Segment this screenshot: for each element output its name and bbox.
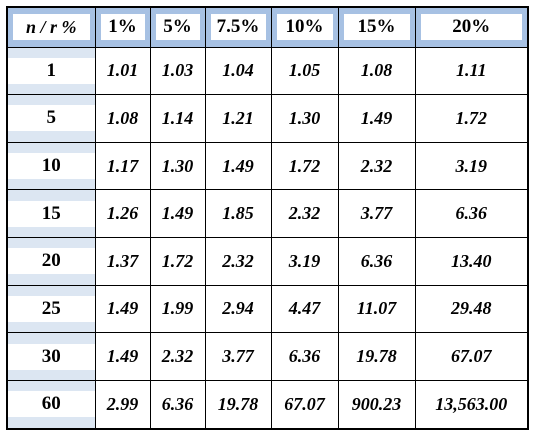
column-header-cell: 10% [270,6,339,48]
value-cell: 1.08 [337,46,416,96]
value-cell: 1.08 [94,94,151,143]
value-cell: 900.23 [337,379,416,430]
column-header-label: 20% [420,14,522,41]
column-header-cell: 20% [414,6,529,48]
value-cell: 13.40 [414,237,529,286]
corner-label: n / r % [13,14,90,41]
column-header-cell: 7.5% [204,6,272,48]
column-header-cell: 5% [149,6,206,48]
value-cell: 1.49 [149,189,206,238]
value-cell: 1.17 [94,141,151,191]
row-header-label: 15 [8,200,95,227]
value-cell: 1.11 [414,46,529,96]
value-cell: 1.49 [94,284,151,334]
value-cell: 1.03 [149,46,206,96]
value-cell: 3.77 [204,332,272,381]
value-cell: 67.07 [414,332,529,381]
value-cell: 3.19 [414,141,529,191]
row-header-cell: 25 [6,284,96,334]
row-header-cell: 30 [6,332,96,381]
value-cell: 6.36 [149,379,206,430]
value-cell: 1.37 [94,237,151,286]
value-cell: 1.85 [204,189,272,238]
value-cell: 6.36 [270,332,339,381]
value-cell: 1.72 [414,94,529,143]
value-cell: 67.07 [270,379,339,430]
value-cell: 1.72 [270,141,339,191]
column-header-label: 1% [100,14,145,41]
corner-header-cell: n / r % [6,6,96,48]
row-header-label: 30 [8,343,95,370]
value-cell: 1.49 [204,141,272,191]
value-cell: 4.47 [270,284,339,334]
row-header-cell: 5 [6,94,96,143]
table-row: 20 1.37 1.72 2.32 3.19 6.36 13.40 [6,237,529,286]
column-header-label: 15% [343,14,410,41]
table-row: 60 2.99 6.36 19.78 67.07 900.23 13,563.0… [6,379,529,430]
table-row: 10 1.17 1.30 1.49 1.72 2.32 3.19 [6,141,529,191]
value-cell: 2.32 [204,237,272,286]
value-cell: 1.01 [94,46,151,96]
value-cell: 2.32 [270,189,339,238]
compound-interest-table: n / r % 1% 5% 7.5% 10% 15% 20% 1 1.01 1.… [6,6,529,430]
value-cell: 11.07 [337,284,416,334]
value-cell: 1.49 [337,94,416,143]
value-cell: 19.78 [204,379,272,430]
column-header-label: 7.5% [210,14,266,41]
table-row: 30 1.49 2.32 3.77 6.36 19.78 67.07 [6,332,529,381]
value-cell: 1.30 [270,94,339,143]
value-cell: 1.72 [149,237,206,286]
value-cell: 1.49 [94,332,151,381]
table-row: 1 1.01 1.03 1.04 1.05 1.08 1.11 [6,46,529,96]
row-header-label: 1 [8,57,95,84]
value-cell: 1.30 [149,141,206,191]
value-cell: 29.48 [414,284,529,334]
value-cell: 2.32 [149,332,206,381]
value-cell: 1.04 [204,46,272,96]
row-header-label: 20 [8,248,95,275]
column-header-label: 10% [276,14,333,41]
table-row: 15 1.26 1.49 1.85 2.32 3.77 6.36 [6,189,529,238]
value-cell: 1.21 [204,94,272,143]
row-header-cell: 10 [6,141,96,191]
table-row: 25 1.49 1.99 2.94 4.47 11.07 29.48 [6,284,529,334]
value-cell: 13,563.00 [414,379,529,430]
header-row: n / r % 1% 5% 7.5% 10% 15% 20% [6,6,529,48]
value-cell: 2.32 [337,141,416,191]
row-header-label: 60 [8,391,95,418]
value-cell: 6.36 [414,189,529,238]
value-cell: 1.14 [149,94,206,143]
value-cell: 1.26 [94,189,151,238]
table-row: 5 1.08 1.14 1.21 1.30 1.49 1.72 [6,94,529,143]
value-cell: 2.94 [204,284,272,334]
row-header-cell: 15 [6,189,96,238]
column-header-cell: 1% [94,6,151,48]
value-cell: 1.05 [270,46,339,96]
value-cell: 3.19 [270,237,339,286]
compound-interest-table-container: n / r % 1% 5% 7.5% 10% 15% 20% 1 1.01 1.… [6,6,529,430]
value-cell: 2.99 [94,379,151,430]
row-header-cell: 20 [6,237,96,286]
column-header-cell: 15% [337,6,416,48]
row-header-cell: 1 [6,46,96,96]
value-cell: 19.78 [337,332,416,381]
row-header-label: 5 [8,105,95,132]
row-header-cell: 60 [6,379,96,430]
value-cell: 6.36 [337,237,416,286]
row-header-label: 25 [8,295,95,322]
value-cell: 1.99 [149,284,206,334]
row-header-label: 10 [8,153,95,180]
value-cell: 3.77 [337,189,416,238]
column-header-label: 5% [155,14,200,41]
